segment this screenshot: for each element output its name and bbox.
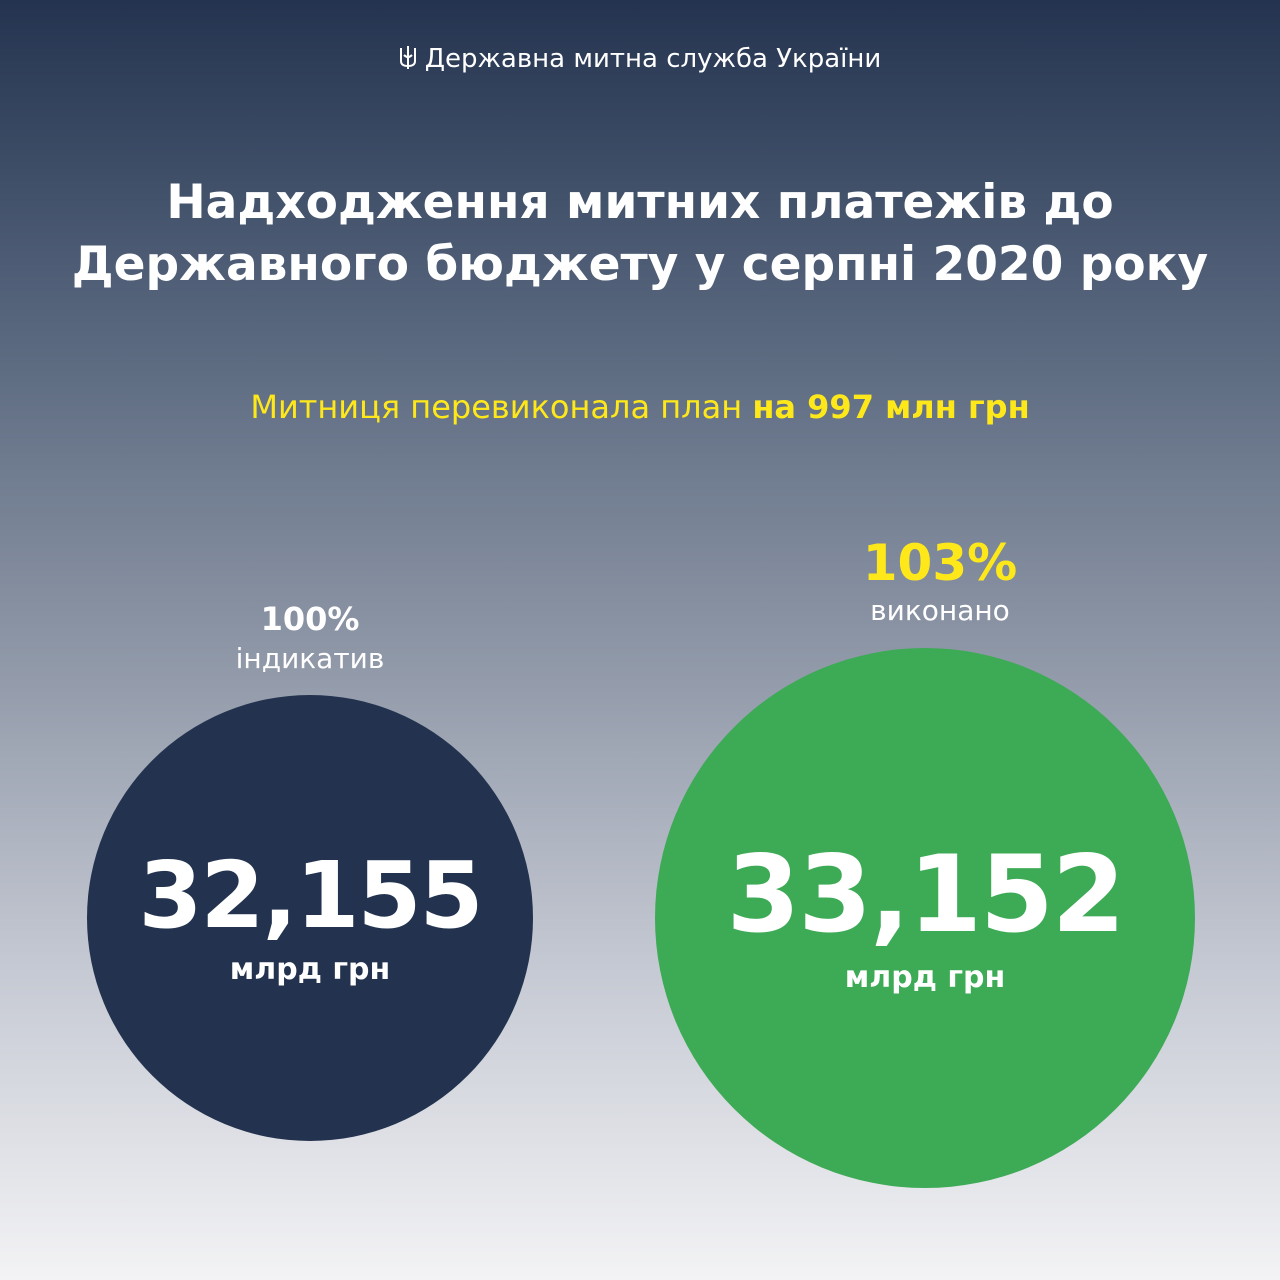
title-line: Надходження митних платежів до <box>166 175 1114 230</box>
value: 33,152 <box>726 832 1125 956</box>
circle: 33,152 млрд грн <box>655 648 1195 1188</box>
subtitle: Митниця перевиконала план на 997 млн грн <box>0 388 1280 426</box>
trident-icon <box>399 46 416 69</box>
subtitle-emphasis: на 997 млн грн <box>752 388 1030 426</box>
header: Державна митна служба України <box>0 44 1280 74</box>
caption: індикатив <box>235 642 385 675</box>
percent: 103% <box>862 534 1018 592</box>
subtitle-text: Митниця перевиконала план <box>250 388 743 426</box>
unit: млрд грн <box>844 959 1006 995</box>
title-line: Державного бюджету у серпні 2020 року <box>71 237 1209 292</box>
percent: 100% <box>260 600 360 638</box>
caption: виконано <box>870 594 1010 627</box>
value: 32,155 <box>138 841 483 949</box>
unit: млрд грн <box>229 951 391 987</box>
org-name: Державна митна служба України <box>424 44 882 74</box>
circle: 32,155 млрд грн <box>87 695 533 1141</box>
